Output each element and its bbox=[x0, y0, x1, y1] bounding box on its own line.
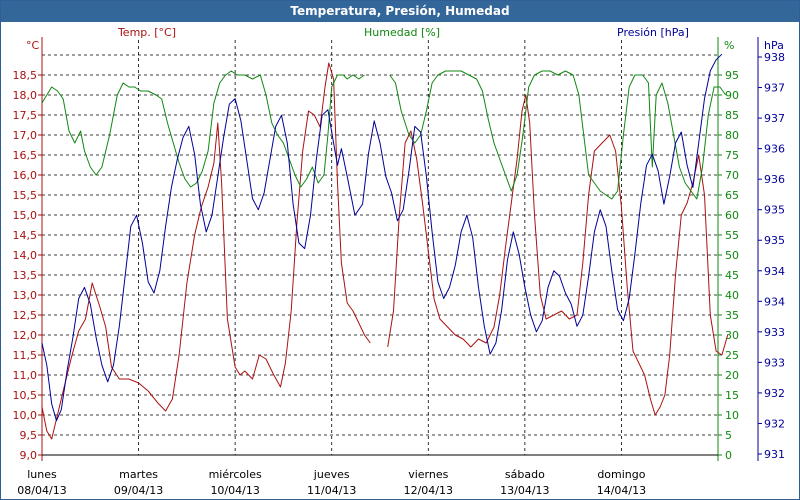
x-tick-day-label: martes bbox=[119, 468, 158, 481]
x-tick-day-label: domingo bbox=[597, 468, 645, 481]
x-tick-date-label: 08/04/13 bbox=[17, 484, 66, 497]
temperature-tick-label: 12,0 bbox=[13, 329, 38, 342]
pressure-tick-label: 932 bbox=[764, 387, 785, 400]
pressure-tick-label: 934 bbox=[764, 295, 785, 308]
pressure-axis-title: Presión [hPa] bbox=[617, 26, 689, 39]
temperature-line bbox=[387, 94, 729, 416]
temperature-tick-label: 15,0 bbox=[13, 209, 38, 222]
humidity-tick-label: 60 bbox=[725, 209, 739, 222]
pressure-tick-label: 936 bbox=[764, 173, 785, 186]
temperature-tick-label: 9,0 bbox=[20, 449, 38, 462]
temperature-tick-label: 10,5 bbox=[13, 389, 38, 402]
humidity-tick-label: 95 bbox=[725, 69, 739, 82]
humidity-tick-label: 5 bbox=[725, 429, 732, 442]
x-tick-date-label: 11/04/13 bbox=[307, 484, 356, 497]
temperature-tick-label: 11,5 bbox=[13, 349, 38, 362]
grid bbox=[41, 40, 719, 456]
pressure-tick-label: 935 bbox=[764, 204, 785, 217]
axes bbox=[38, 37, 762, 461]
pressure-tick-label: 931 bbox=[764, 448, 785, 461]
pressure-tick-label: 937 bbox=[764, 82, 785, 95]
humidity-tick-label: 0 bbox=[725, 449, 732, 462]
temperature-line bbox=[41, 62, 371, 440]
humidity-line bbox=[389, 70, 727, 200]
humidity-tick-label: 75 bbox=[725, 149, 739, 162]
humidity-tick-label: 45 bbox=[725, 269, 739, 282]
x-tick-date-label: 09/04/13 bbox=[114, 484, 163, 497]
chart-title: Temperatura, Presión, Humedad bbox=[1, 1, 799, 22]
humidity-tick-label: 65 bbox=[725, 189, 739, 202]
series bbox=[41, 53, 729, 440]
x-tick-date-label: 13/04/13 bbox=[500, 484, 549, 497]
pressure-tick-label: 938 bbox=[764, 51, 785, 64]
temperature-tick-label: 9,5 bbox=[20, 429, 38, 442]
humidity-tick-label: 55 bbox=[725, 229, 739, 242]
temperature-tick-label: 18,0 bbox=[13, 89, 38, 102]
x-tick-day-label: viernes bbox=[408, 468, 448, 481]
temperature-tick-label: 13,5 bbox=[13, 269, 38, 282]
humidity-unit: % bbox=[724, 39, 734, 52]
x-tick-date-label: 10/04/13 bbox=[210, 484, 259, 497]
pressure-unit: hPa bbox=[764, 39, 784, 52]
humidity-axis-title: Humedad [%] bbox=[364, 26, 440, 39]
pressure-tick-label: 937 bbox=[764, 112, 785, 125]
humidity-tick-label: 85 bbox=[725, 109, 739, 122]
temperature-tick-label: 14,5 bbox=[13, 229, 38, 242]
pressure-tick-label: 932 bbox=[764, 417, 785, 430]
temperature-tick-label: 13,0 bbox=[13, 289, 38, 302]
humidity-tick-label: 20 bbox=[725, 369, 739, 382]
humidity-tick-label: 25 bbox=[725, 349, 739, 362]
humidity-tick-label: 35 bbox=[725, 309, 739, 322]
pressure-tick-label: 935 bbox=[764, 234, 785, 247]
x-tick-day-label: miércoles bbox=[209, 468, 262, 481]
humidity-tick-label: 70 bbox=[725, 169, 739, 182]
pressure-line bbox=[41, 53, 723, 422]
pressure-tick-label: 936 bbox=[764, 143, 785, 156]
temperature-tick-label: 11,0 bbox=[13, 369, 38, 382]
humidity-tick-label: 40 bbox=[725, 289, 739, 302]
pressure-tick-label: 933 bbox=[764, 356, 785, 369]
humidity-tick-label: 50 bbox=[725, 249, 739, 262]
temperature-tick-label: 17,5 bbox=[13, 109, 38, 122]
temperature-tick-label: 12,5 bbox=[13, 309, 38, 322]
humidity-tick-label: 15 bbox=[725, 389, 739, 402]
x-tick-day-label: jueves bbox=[313, 468, 350, 481]
temperature-tick-label: 17,0 bbox=[13, 129, 38, 142]
temperature-tick-label: 14,0 bbox=[13, 249, 38, 262]
x-tick-day-label: lunes bbox=[27, 468, 57, 481]
humidity-tick-label: 30 bbox=[725, 329, 739, 342]
temperature-tick-label: 16,0 bbox=[13, 169, 38, 182]
pressure-tick-label: 933 bbox=[764, 326, 785, 339]
temperature-tick-label: 18,5 bbox=[13, 69, 38, 82]
x-tick-day-label: sábado bbox=[505, 468, 545, 481]
axis-labels: 9,0 9,5 10,0 10,5 11,0 11,5 12,0 12,5 13,0 13,5 14… bbox=[13, 26, 786, 497]
humidity-tick-label: 80 bbox=[725, 129, 739, 142]
temperature-tick-label: 10,0 bbox=[13, 409, 38, 422]
temperature-unit: °C bbox=[26, 39, 40, 52]
temperature-tick-label: 16,5 bbox=[13, 149, 38, 162]
humidity-tick-label: 10 bbox=[725, 409, 739, 422]
humidity-tick-label: 90 bbox=[725, 89, 739, 102]
temperature-axis-title: Temp. [°C] bbox=[117, 26, 176, 39]
humidity-line bbox=[41, 70, 365, 188]
x-tick-date-label: 12/04/13 bbox=[404, 484, 453, 497]
x-tick-date-label: 14/04/13 bbox=[597, 484, 646, 497]
pressure-tick-label: 934 bbox=[764, 265, 785, 278]
temperature-tick-label: 15,5 bbox=[13, 189, 38, 202]
